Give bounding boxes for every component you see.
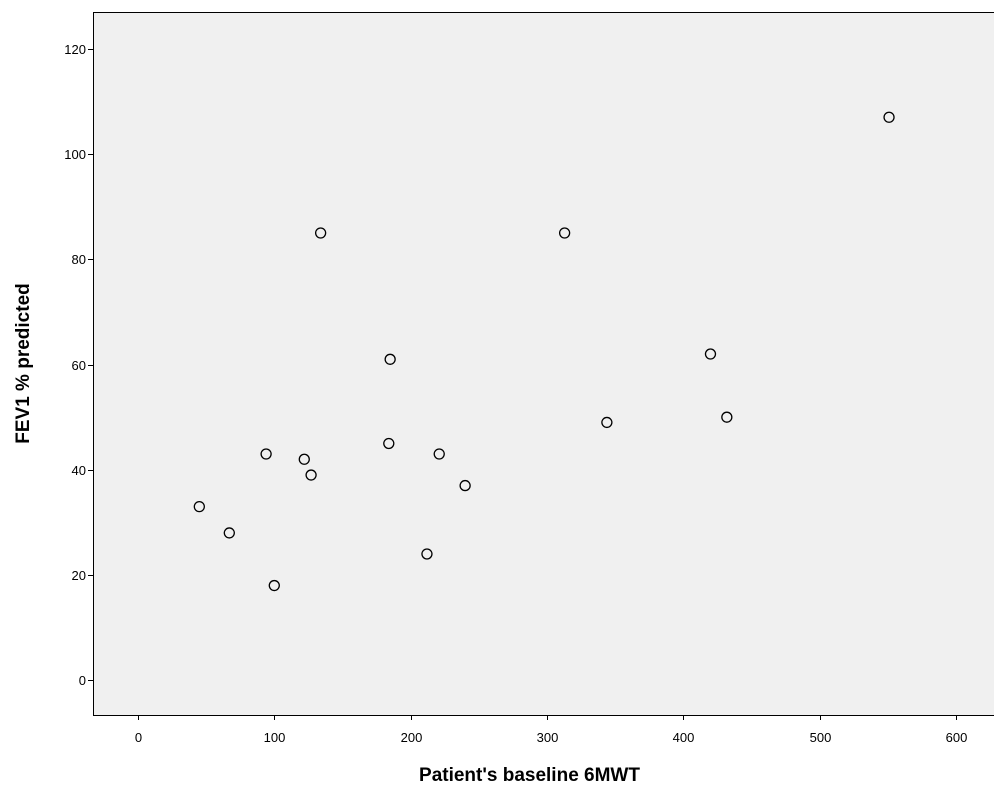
y-tick-label: 100 (64, 147, 86, 162)
y-axis-title: FEV1 % predicted (13, 283, 34, 444)
y-tick-label: 40 (72, 463, 86, 478)
y-tick-label: 0 (79, 673, 86, 688)
data-point (314, 227, 327, 239)
x-tick-label: 500 (810, 730, 832, 745)
data-point (433, 448, 445, 460)
data-point (298, 453, 310, 465)
y-tick-label: 80 (72, 252, 86, 267)
data-point (721, 411, 733, 423)
x-axis-title: Patient's baseline 6MWT (419, 765, 640, 786)
data-point (421, 548, 433, 560)
data-point (383, 437, 395, 450)
data-point (704, 348, 717, 360)
x-axis-ticks: 0 100 200 300 400 500 600 (135, 715, 967, 745)
x-tick-label: 600 (946, 730, 968, 745)
data-point (193, 500, 205, 513)
data-point (260, 448, 272, 460)
y-axis-ticks: 0 20 40 60 80 100 120 (64, 42, 93, 688)
data-point (601, 416, 613, 429)
data-points (193, 111, 895, 592)
y-tick-label: 20 (72, 568, 86, 583)
y-tick-label: 60 (72, 358, 86, 373)
data-point (558, 227, 571, 239)
x-tick-label: 200 (401, 730, 423, 745)
data-point (883, 111, 895, 123)
y-tick-label: 120 (64, 42, 86, 57)
data-point (459, 479, 471, 492)
x-tick-label: 0 (135, 730, 142, 745)
data-point (384, 353, 396, 365)
data-point (305, 469, 317, 481)
x-tick-label: 100 (264, 730, 286, 745)
plot-area (93, 12, 994, 715)
x-tick-label: 400 (673, 730, 695, 745)
x-tick-label: 300 (537, 730, 559, 745)
data-point (268, 579, 280, 592)
data-point (223, 527, 235, 539)
